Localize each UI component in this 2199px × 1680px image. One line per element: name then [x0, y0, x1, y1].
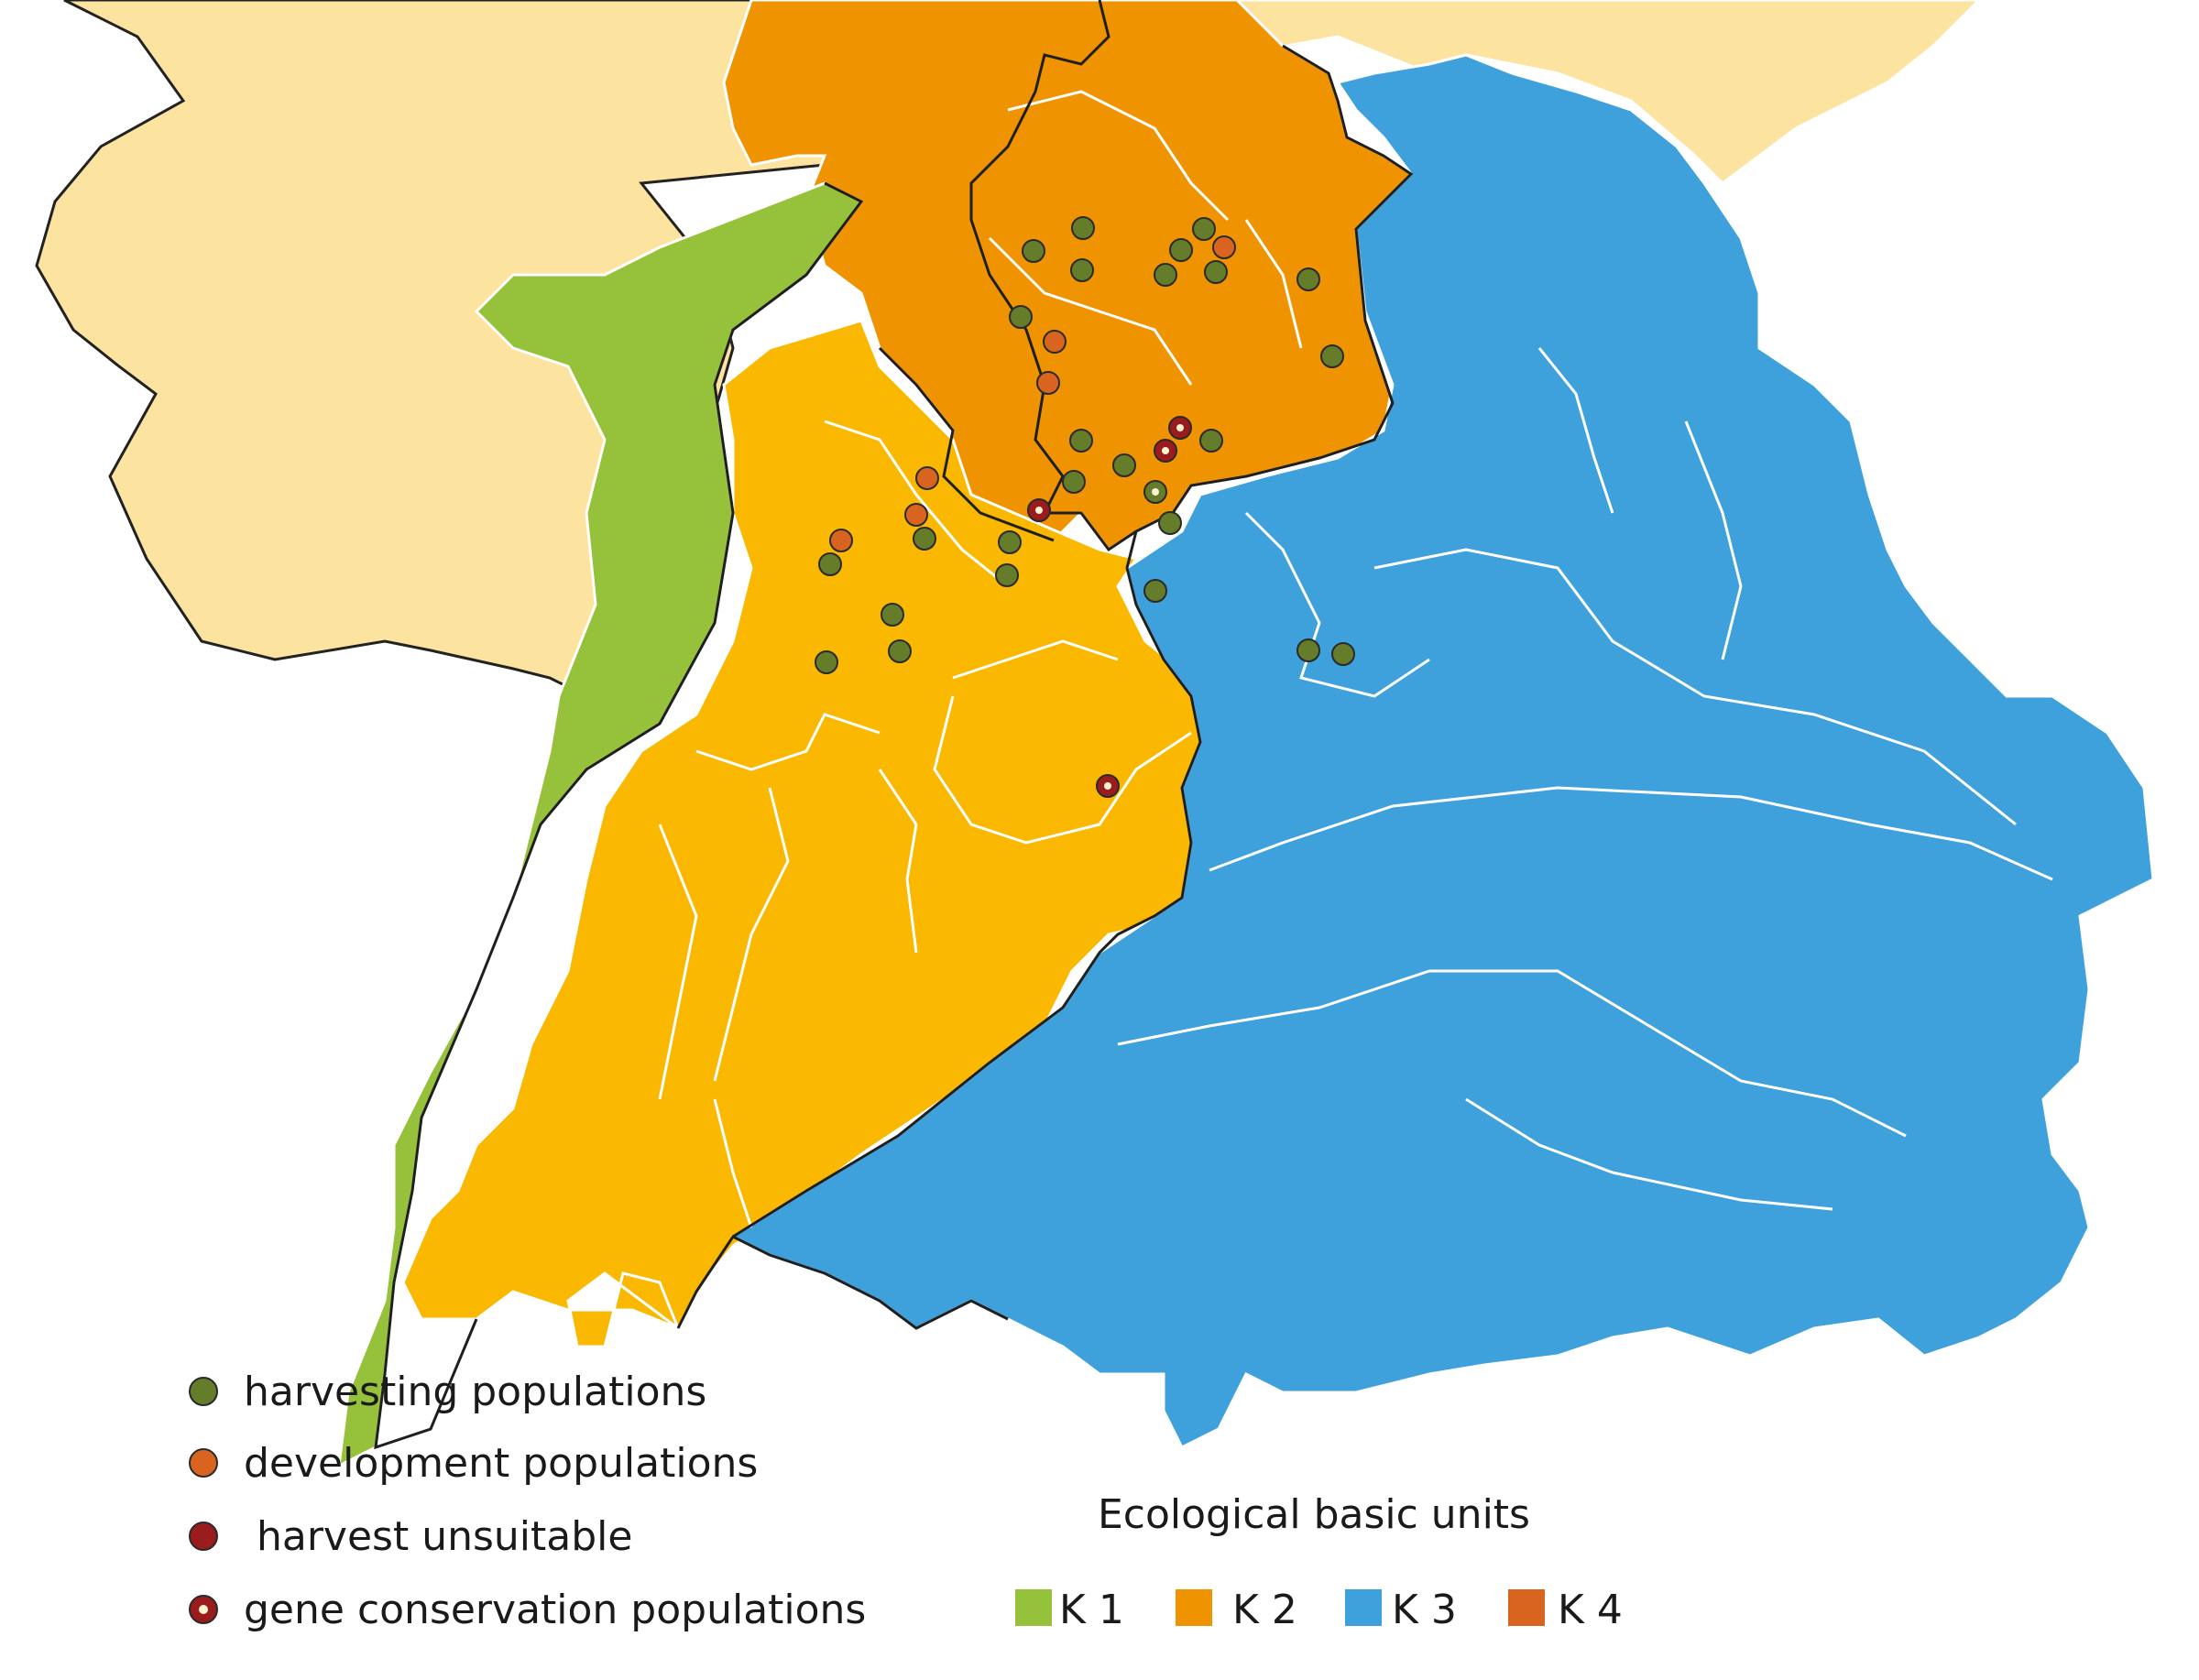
harvesting-dot-icon	[1204, 260, 1228, 284]
harvesting-dot-icon	[888, 639, 912, 663]
unit-k3-label: K 3	[1392, 1587, 1457, 1633]
harvesting-dot-icon	[1331, 642, 1355, 666]
gene-conservation-dot-center	[1176, 424, 1184, 431]
harvesting-dot-icon	[1154, 263, 1177, 287]
development-dot-icon	[915, 466, 939, 490]
harvesting-dot-icon	[1062, 470, 1086, 494]
ecological-units-key: Ecological basic units K 1 K 2 K 3 K 4	[1015, 1491, 1623, 1633]
development-dot-icon	[1036, 371, 1060, 395]
sub-region-boundaries	[658, 90, 2053, 1228]
harvesting-dot-icon	[1296, 638, 1320, 662]
legend-label-harvesting: harvesting populations	[244, 1369, 706, 1415]
gene-conservation-dot-center	[1152, 488, 1159, 496]
harvesting-dot-icon	[995, 563, 1019, 587]
harvesting-dot-icon	[1069, 429, 1093, 453]
legend-label-gene: gene conservation populations	[244, 1587, 866, 1633]
harvesting-dot-icon	[1009, 305, 1033, 329]
harvesting-dot-icon	[1070, 258, 1094, 282]
dark-green-dot-icon	[189, 1377, 218, 1406]
harvesting-dot-icon	[1199, 429, 1223, 453]
harvesting-dot-icon	[881, 603, 904, 627]
harvesting-dot-icon	[1320, 344, 1344, 368]
unit-k4-label: K 4	[1558, 1587, 1623, 1633]
harvesting-dot-icon	[998, 530, 1022, 554]
legend-label-unsuitable: harvest unsuitable	[244, 1513, 632, 1560]
state-border	[374, 0, 1414, 1450]
unit-k4-swatch	[1508, 1589, 1545, 1626]
unit-k1-swatch	[1015, 1589, 1052, 1626]
unit-k3: K 3	[1345, 1587, 1457, 1633]
unit-k2-label: K 2	[1232, 1587, 1297, 1633]
units-title: Ecological basic units	[1098, 1491, 1530, 1538]
harvesting-dot-icon	[818, 552, 842, 576]
harvesting-dot-icon	[1071, 216, 1095, 240]
unit-k3-swatch	[1345, 1589, 1382, 1626]
harvesting-dot-icon	[1192, 217, 1216, 241]
development-dot-icon	[1043, 330, 1067, 354]
legend-item-harvesting: harvesting populations	[189, 1369, 706, 1415]
development-dot-icon	[1212, 235, 1236, 259]
gene-conservation-dot-center	[1162, 447, 1169, 454]
harvesting-dot-icon	[815, 650, 838, 674]
orange-dot-icon	[189, 1448, 218, 1478]
development-dot-icon	[829, 529, 853, 552]
population-dots	[815, 216, 1355, 798]
gene-conservation-dot-center	[1104, 782, 1111, 790]
harvesting-dot-icon	[1022, 239, 1045, 263]
gene-conservation-dot-center	[1035, 507, 1043, 514]
unit-k2: K 2	[1176, 1587, 1297, 1633]
population-legend: harvesting populations development popul…	[189, 1369, 866, 1633]
unit-k4: K 4	[1508, 1587, 1623, 1633]
legend-item-gene: gene conservation populations	[189, 1587, 866, 1633]
harvesting-dot-icon	[1296, 267, 1320, 291]
harvesting-dot-icon	[1158, 511, 1182, 535]
legend-label-development: development populations	[244, 1440, 758, 1487]
region-k2	[401, 319, 1230, 1348]
harvesting-dot-icon	[913, 527, 936, 551]
unit-k1: K 1	[1015, 1587, 1124, 1633]
unit-k1-label: K 1	[1059, 1587, 1124, 1633]
unit-k2-swatch	[1176, 1589, 1212, 1626]
harvesting-dot-icon	[1143, 579, 1167, 603]
development-dot-icon	[904, 503, 928, 527]
legend-item-unsuitable: harvest unsuitable	[189, 1513, 632, 1560]
legend-item-development: development populations	[189, 1440, 758, 1487]
dark-red-dot-icon	[189, 1522, 218, 1551]
harvesting-dot-icon	[1169, 238, 1193, 262]
harvesting-dot-icon	[1112, 453, 1136, 477]
